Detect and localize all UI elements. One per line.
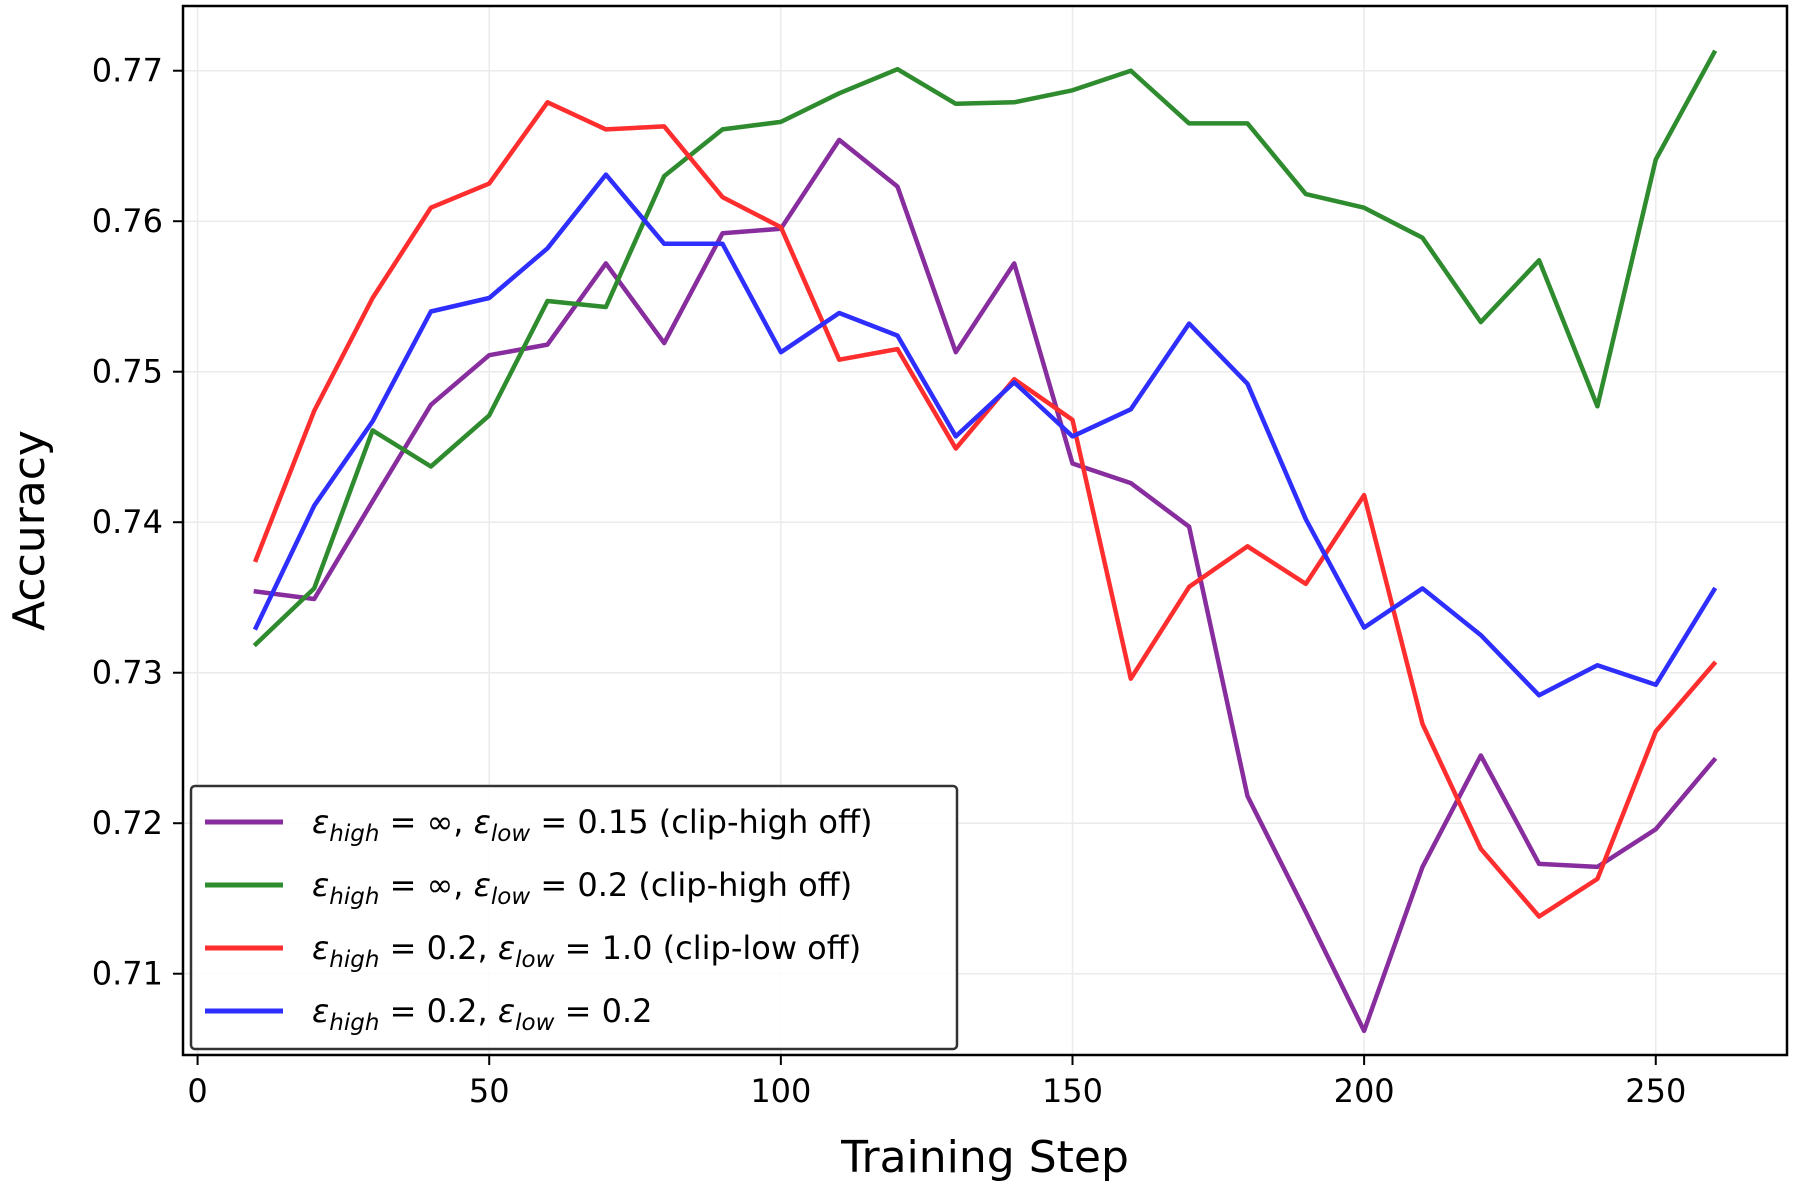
legend-entry: εhigh = ∞, εlow = 0.2 (clip-high off) [205, 866, 852, 910]
legend-box [189, 784, 959, 1051]
y-tick-label: 0.76 [92, 202, 163, 240]
legend-label: εhigh = ∞, εlow = 0.15 (clip-high off) [312, 803, 873, 847]
y-tick-label: 0.73 [92, 654, 163, 692]
y-tick-label: 0.77 [92, 52, 163, 90]
y-tick-label: 0.74 [92, 503, 163, 541]
y-tick-label: 0.75 [92, 353, 163, 391]
legend: εhigh = ∞, εlow = 0.15 (clip-high off) εh… [189, 784, 959, 1051]
series-line-1 [253, 137, 1718, 1034]
y-axis-title: Accuracy [4, 430, 55, 631]
legend-label: εhigh = 0.2, εlow = 1.0 (clip-low off) [312, 929, 861, 973]
x-tick-label: 50 [469, 1072, 510, 1110]
legend-entry: εhigh = 0.2, εlow = 0.2 [205, 992, 652, 1036]
legend-label: εhigh = 0.2, εlow = 0.2 [312, 992, 652, 1036]
series-line-4 [252, 172, 1718, 698]
x-tick-label: 0 [187, 1072, 207, 1110]
x-tick-label: 100 [750, 1072, 811, 1110]
legend-entry: εhigh = ∞, εlow = 0.15 (clip-high off) [205, 803, 873, 847]
y-tick-label: 0.71 [92, 955, 163, 993]
plot-frame [181, 4, 1789, 1057]
x-tick-label: 250 [1625, 1072, 1686, 1110]
x-axis-title: Training Step [840, 1132, 1129, 1183]
axis-ticks: 0 50 100 150 200 250 0.71 0.72 0.73 0.74 0.75 0.76 0… [92, 52, 1687, 1110]
y-tick-label: 0.72 [92, 804, 163, 842]
series-line-3 [252, 100, 1718, 919]
legend-label: εhigh = ∞, εlow = 0.2 (clip-high off) [312, 866, 852, 910]
x-tick-label: 150 [1042, 1072, 1103, 1110]
x-tick-label: 200 [1334, 1072, 1395, 1110]
legend-entry: εhigh = 0.2, εlow = 1.0 (clip-low off) [205, 929, 861, 973]
series-line-2 [252, 49, 1718, 648]
series-lines [252, 49, 1718, 1034]
